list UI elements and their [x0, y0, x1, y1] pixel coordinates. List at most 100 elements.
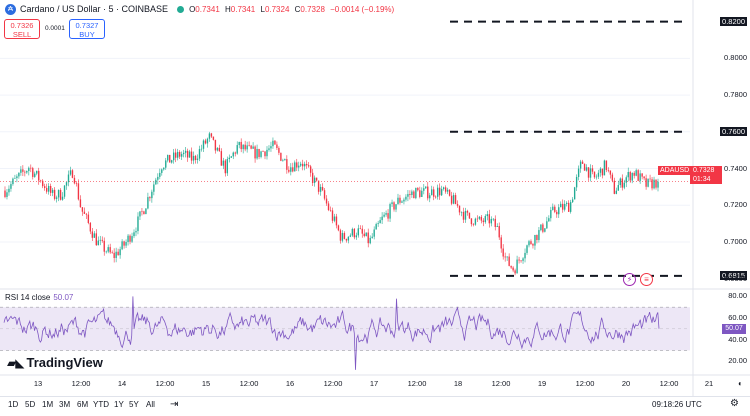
candle-body — [210, 133, 213, 137]
candle-body — [127, 235, 129, 243]
candle-body — [540, 224, 542, 231]
symbol-title[interactable]: Cardano / US Dollar · 5 · COINBASE — [20, 4, 169, 14]
candle-body — [482, 220, 485, 223]
candle-body — [313, 177, 316, 183]
candle-body — [147, 197, 149, 209]
range-button-6m[interactable]: 6M — [77, 400, 89, 409]
candle-body — [530, 241, 532, 244]
candle-body — [246, 145, 248, 150]
candle-body — [460, 211, 463, 213]
candle-body — [256, 148, 258, 159]
candle-body — [139, 211, 141, 217]
candle-body — [345, 238, 348, 241]
range-button-1y[interactable]: 1Y — [114, 400, 124, 409]
candle-body — [228, 157, 230, 160]
candle-body — [512, 267, 514, 271]
candle-body — [141, 211, 143, 212]
candle-body — [212, 136, 215, 140]
rsi-line — [3, 296, 660, 370]
candle-body — [43, 186, 46, 188]
candle-body — [617, 185, 620, 191]
time-axis-label: 17 — [369, 379, 379, 388]
candle-body — [425, 186, 427, 189]
candle-body — [252, 146, 254, 149]
candle-body — [369, 237, 371, 244]
time-axis-label: 13 — [33, 379, 43, 388]
candle-body — [558, 207, 560, 215]
range-button-all[interactable]: All — [146, 400, 155, 409]
candle-body — [194, 155, 197, 161]
candle-body — [234, 152, 236, 154]
candle-body — [97, 240, 99, 246]
gear-icon[interactable]: ⚙ — [730, 398, 739, 409]
change-value: −0.0014 (−0.19%) — [330, 4, 395, 14]
logo-text: TradingView — [26, 355, 103, 370]
candle-body — [367, 232, 369, 244]
candle-body — [323, 190, 326, 199]
candle-body — [538, 230, 540, 241]
axis-settings-icon[interactable]: ◐ — [738, 379, 743, 388]
rsi-legend[interactable]: RSI 14 close 50.07 — [5, 293, 73, 302]
candle-body — [38, 170, 40, 181]
time-axis-label: 12:00 — [239, 379, 259, 388]
candle-body — [153, 184, 155, 192]
candle-body — [560, 203, 562, 208]
candle-body — [653, 179, 655, 189]
candle-body — [113, 252, 115, 258]
time-axis-label: 12:00 — [659, 379, 679, 388]
candle-body — [359, 228, 361, 229]
buy-button[interactable]: 0.7327 BUY — [69, 19, 105, 39]
candle-body — [87, 214, 90, 224]
candle-body — [214, 139, 217, 151]
candle-body — [184, 150, 187, 153]
range-button-1m[interactable]: 1M — [42, 400, 54, 409]
candle-body — [448, 189, 451, 196]
time-axis-label: 19 — [537, 379, 547, 388]
cardano-icon: ₳ — [5, 3, 16, 15]
candle-body — [476, 218, 479, 220]
candle-body — [470, 218, 473, 225]
price-axis-label: 0.8200 — [720, 16, 747, 26]
utc-clock[interactable]: 09:18:26 UTC — [652, 400, 702, 409]
candle-body — [333, 216, 336, 221]
go-to-date-icon[interactable]: ⇥ — [170, 399, 179, 410]
candle-body — [363, 233, 365, 237]
candle-body — [353, 228, 356, 238]
candle-body — [431, 189, 433, 196]
candle-body — [171, 160, 173, 163]
candle-body — [16, 176, 18, 179]
candle-body — [18, 172, 20, 177]
lightning-icon[interactable]: ⚡ — [623, 273, 636, 286]
candle-body — [496, 226, 498, 227]
candle-body — [474, 218, 477, 225]
us-flag-icon[interactable]: ≡ — [640, 273, 653, 286]
candle-body — [216, 147, 219, 151]
range-button-3m[interactable]: 3M — [59, 400, 71, 409]
rsi-label: RSI 14 close — [5, 293, 51, 302]
candle-body — [311, 172, 314, 183]
candle-body — [413, 191, 415, 199]
candle-body — [55, 197, 58, 199]
grid — [0, 0, 750, 396]
candle-body — [161, 169, 163, 173]
candle-body — [401, 201, 403, 203]
candle-body — [12, 178, 14, 185]
price-tag-countdown: 01:34 — [693, 176, 711, 183]
candle-body — [99, 239, 101, 241]
candle-body — [472, 224, 475, 225]
tradingview-logo[interactable]: ▰◣ TradingView — [7, 355, 103, 370]
range-button-5d[interactable]: 5D — [25, 400, 36, 409]
sell-button[interactable]: 0.7326 SELL — [4, 19, 40, 39]
candle-body — [192, 155, 195, 161]
rsi-value: 50.07 — [53, 293, 74, 302]
bottom-toolbar — [0, 396, 750, 416]
candle-body — [421, 190, 423, 197]
range-button-1d[interactable]: 1D — [8, 400, 19, 409]
range-button-ytd[interactable]: YTD — [93, 400, 109, 409]
candle-body — [621, 178, 623, 188]
candle-body — [556, 211, 558, 215]
candle-body — [30, 167, 32, 169]
range-button-5y[interactable]: 5Y — [129, 400, 139, 409]
price-axis-label: 0.7000 — [724, 236, 747, 246]
